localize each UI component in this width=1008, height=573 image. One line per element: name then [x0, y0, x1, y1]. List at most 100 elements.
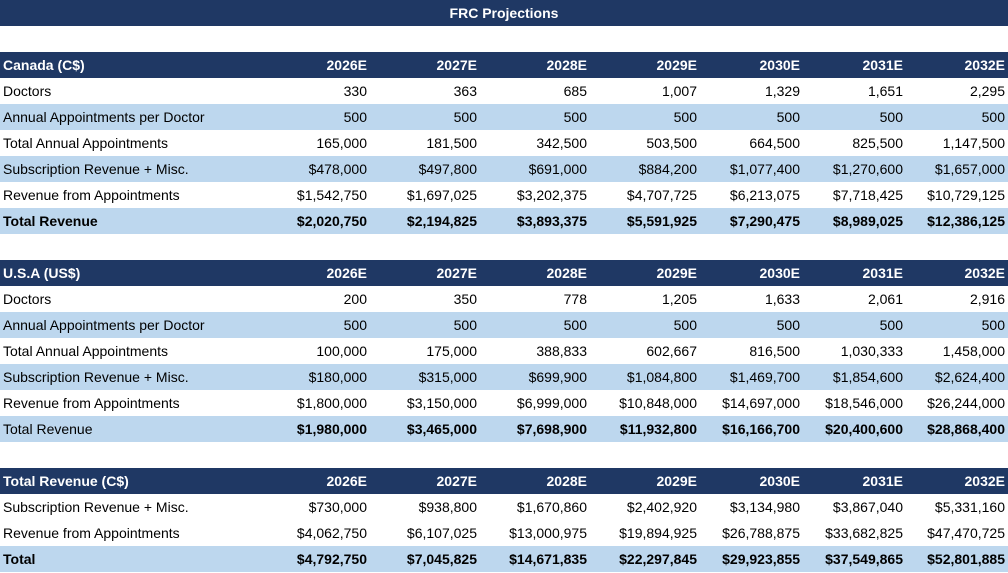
table-row: Total Annual Appointments 100,000 175,00…: [0, 338, 1008, 364]
value-cell: 2,061: [867, 291, 903, 307]
value-cell: 500: [370, 104, 480, 130]
value-cell: 816,500: [749, 343, 800, 359]
table-row: Revenue from Appointments $1,800,000 $3,…: [0, 390, 1008, 416]
value-cell: 1,147,500: [942, 135, 1005, 151]
year-header: 2031E: [803, 260, 906, 286]
row-label: Annual Appointments per Doctor: [0, 104, 260, 130]
value-cell: 500: [700, 104, 803, 130]
value-cell: $5,591,925: [590, 208, 700, 234]
value-cell: $6,107,025: [406, 525, 477, 541]
value-cell: $1,542,750: [296, 187, 367, 203]
year-header: 2032E: [906, 52, 1008, 78]
value-cell: $7,045,825: [370, 546, 480, 572]
row-label: Total Annual Appointments: [3, 135, 169, 151]
value-cell: $3,202,375: [516, 187, 587, 203]
value-cell: 1,633: [764, 291, 800, 307]
value-cell: 1,030,333: [840, 343, 903, 359]
value-cell: 825,500: [852, 135, 903, 151]
year-header: 2031E: [803, 468, 906, 494]
table-row: Subscription Revenue + Misc. $730,000 $9…: [0, 494, 1008, 520]
value-cell: 500: [260, 104, 370, 130]
year-header: 2026E: [260, 52, 370, 78]
value-cell: $28,868,400: [906, 416, 1008, 442]
value-cell: $730,000: [308, 499, 367, 515]
value-cell: $6,999,000: [516, 395, 587, 411]
value-cell: $11,932,800: [590, 416, 700, 442]
value-cell: $37,549,865: [803, 546, 906, 572]
row-label: Total Annual Appointments: [3, 343, 169, 359]
year-header: 2026E: [260, 260, 370, 286]
value-cell: $497,800: [370, 156, 480, 182]
value-cell: $478,000: [260, 156, 370, 182]
value-cell: 500: [480, 104, 590, 130]
value-cell: $1,854,600: [803, 364, 906, 390]
usa-section-table: U.S.A (US$) 2026E 2027E 2028E 2029E 2030…: [0, 260, 1008, 442]
value-cell: $18,546,000: [825, 395, 903, 411]
section-header-row: Canada (C$) 2026E 2027E 2028E 2029E 2030…: [0, 52, 1008, 78]
value-cell: $7,290,475: [700, 208, 803, 234]
value-cell: $5,331,160: [934, 499, 1005, 515]
year-header: 2032E: [906, 468, 1008, 494]
value-cell: 350: [453, 291, 477, 307]
value-cell: 1,329: [764, 83, 800, 99]
value-cell: $52,801,885: [906, 546, 1008, 572]
value-cell: 165,000: [316, 135, 367, 151]
year-header: 2029E: [590, 260, 700, 286]
value-cell: 100,000: [316, 343, 367, 359]
value-cell: $47,470,725: [927, 525, 1005, 541]
total-revenue-section-table: Total Revenue (C$) 2026E 2027E 2028E 202…: [0, 468, 1008, 572]
table-row: Annual Appointments per Doctor 500 500 5…: [0, 312, 1008, 338]
table-row: Subscription Revenue + Misc. $180,000 $3…: [0, 364, 1008, 390]
year-header: 2030E: [700, 52, 803, 78]
value-cell: 2,916: [969, 291, 1005, 307]
value-cell: 1,205: [661, 291, 697, 307]
row-label: Revenue from Appointments: [3, 395, 180, 411]
value-cell: $4,062,750: [296, 525, 367, 541]
value-cell: $2,624,400: [906, 364, 1008, 390]
total-row: Total $4,792,750 $7,045,825 $14,671,835 …: [0, 546, 1008, 572]
value-cell: 500: [370, 312, 480, 338]
value-cell: $180,000: [260, 364, 370, 390]
year-header: 2031E: [803, 52, 906, 78]
section-header-label: Canada (C$): [0, 52, 260, 78]
year-header: 2030E: [700, 260, 803, 286]
value-cell: $1,697,025: [406, 187, 477, 203]
value-cell: 1,458,000: [942, 343, 1005, 359]
year-header: 2032E: [906, 260, 1008, 286]
row-label: Total Revenue: [0, 416, 260, 442]
value-cell: $884,200: [590, 156, 700, 182]
value-cell: 500: [590, 104, 700, 130]
value-cell: $3,134,980: [729, 499, 800, 515]
value-cell: $4,792,750: [260, 546, 370, 572]
value-cell: $13,000,975: [509, 525, 587, 541]
value-cell: 500: [906, 104, 1008, 130]
value-cell: $29,923,855: [700, 546, 803, 572]
value-cell: 500: [906, 312, 1008, 338]
row-label: Revenue from Appointments: [3, 525, 180, 541]
year-header: 2027E: [370, 468, 480, 494]
table-row: Total Annual Appointments 165,000 181,50…: [0, 130, 1008, 156]
value-cell: 175,000: [426, 343, 477, 359]
value-cell: $699,900: [480, 364, 590, 390]
value-cell: 500: [480, 312, 590, 338]
year-header: 2029E: [590, 468, 700, 494]
total-row: Total Revenue $2,020,750 $2,194,825 $3,8…: [0, 208, 1008, 234]
value-cell: 2,295: [969, 83, 1005, 99]
value-cell: $26,244,000: [927, 395, 1005, 411]
row-label: Doctors: [3, 291, 52, 307]
value-cell: $10,848,000: [619, 395, 697, 411]
value-cell: $1,077,400: [700, 156, 803, 182]
value-cell: 330: [343, 83, 367, 99]
value-cell: $22,297,845: [590, 546, 700, 572]
value-cell: 500: [590, 312, 700, 338]
row-label: Total: [0, 546, 260, 572]
value-cell: $3,465,000: [370, 416, 480, 442]
year-header: 2027E: [370, 52, 480, 78]
year-header: 2030E: [700, 468, 803, 494]
value-cell: 500: [803, 104, 906, 130]
canada-section-table: Canada (C$) 2026E 2027E 2028E 2029E 2030…: [0, 52, 1008, 234]
table-row: Subscription Revenue + Misc. $478,000 $4…: [0, 156, 1008, 182]
table-row: Revenue from Appointments $1,542,750 $1,…: [0, 182, 1008, 208]
value-cell: $12,386,125: [906, 208, 1008, 234]
value-cell: $1,084,800: [590, 364, 700, 390]
